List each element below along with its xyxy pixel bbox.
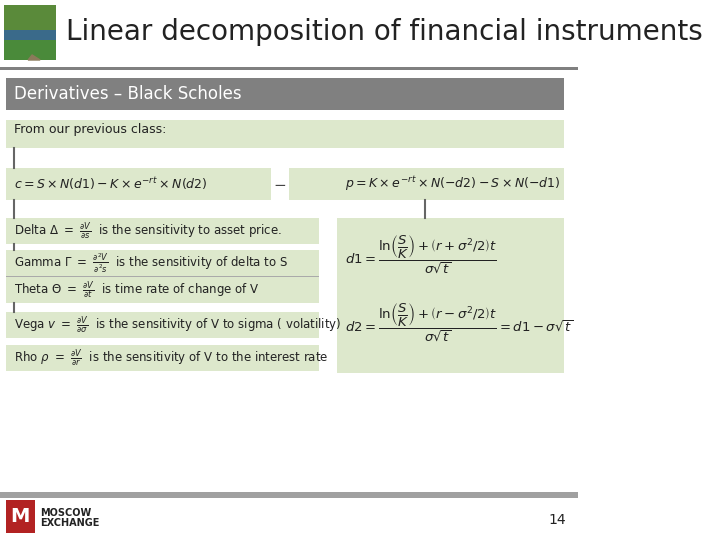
Bar [6,500,35,533]
Polygon shape [28,55,40,60]
Bar [0,67,577,70]
Text: Derivatives – Black Scholes: Derivatives – Black Scholes [14,85,242,103]
Text: Vega $v\ =\ \frac{\partial V}{\partial \sigma}\ $ is the sensitivity of V to sig: Vega $v\ =\ \frac{\partial V}{\partial \… [14,314,342,335]
Text: Linear decomposition of financial instruments: Linear decomposition of financial instru… [66,18,703,46]
Bar [4,40,56,60]
Text: $-$: $-$ [273,177,286,192]
Text: Delta $\Delta\ =\ \frac{\partial V}{\partial s}\ $ is the sensitivity to asset p: Delta $\Delta\ =\ \frac{\partial V}{\par… [14,220,282,241]
Bar [6,120,564,148]
Bar [6,168,271,200]
Text: Gamma $\Gamma\ =\ \frac{\partial^2 V}{\partial^2 s}\ $ is the sensitivity of del: Gamma $\Gamma\ =\ \frac{\partial^2 V}{\p… [14,251,289,275]
Text: $p = K \times e^{-rt} \times N(-d2) - S \times N(-d1)$: $p = K \times e^{-rt} \times N(-d2) - S … [345,175,561,193]
Text: $d2 = \dfrac{\ln\!\left(\dfrac{S}{K}\right) + \left(r - \sigma^2/2\right)t}{\sig: $d2 = \dfrac{\ln\!\left(\dfrac{S}{K}\rig… [345,302,573,344]
Text: Rho $\rho\ =\ \frac{\partial V}{\partial r}\ $ is the sensitivity of V to the in: Rho $\rho\ =\ \frac{\partial V}{\partial… [14,348,329,368]
Bar [6,78,564,110]
Bar [289,168,564,200]
Bar [6,277,320,303]
Text: EXCHANGE: EXCHANGE [40,518,99,528]
Text: $d1 = \dfrac{\ln\!\left(\dfrac{S}{K}\right) + \left(r + \sigma^2/2\right)t}{\sig: $d1 = \dfrac{\ln\!\left(\dfrac{S}{K}\rig… [345,234,498,276]
Bar [6,250,320,276]
Text: MOSCOW: MOSCOW [40,508,91,518]
Bar [6,218,320,244]
Text: M: M [10,508,30,526]
Text: $c = S \times N(d1) - K \times e^{-rt} \times N(d2)$: $c = S \times N(d1) - K \times e^{-rt} \… [14,176,208,192]
Bar [6,345,320,371]
Bar [337,218,564,373]
Text: From our previous class:: From our previous class: [14,124,167,137]
Bar [6,312,320,338]
Bar [6,276,320,277]
Bar [4,30,56,60]
Bar [4,5,56,60]
Text: Theta $\Theta\ =\ \frac{\partial V}{\partial t}\ $ is time rate of change of V: Theta $\Theta\ =\ \frac{\partial V}{\par… [14,279,260,301]
Text: 14: 14 [548,513,566,527]
Bar [0,492,577,498]
